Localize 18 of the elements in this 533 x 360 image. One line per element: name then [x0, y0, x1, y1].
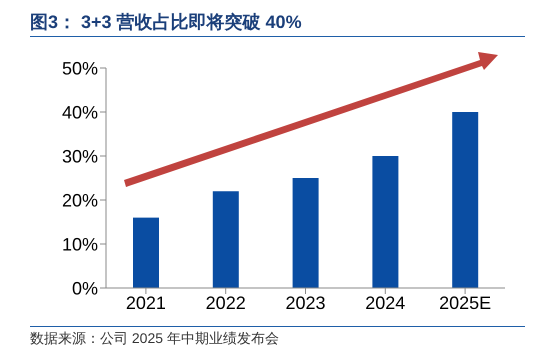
bar [292, 178, 319, 288]
x-tick-label: 2024 [365, 292, 406, 313]
x-tick-label: 2025E [439, 292, 492, 313]
y-tick-label: 0% [72, 278, 98, 298]
x-tick-label: 2021 [126, 292, 166, 313]
bar [133, 218, 159, 288]
bar [452, 112, 478, 288]
x-tick-label: 2023 [285, 292, 326, 313]
x-tick-label: 2022 [206, 292, 246, 313]
y-tick-label: 20% [62, 190, 98, 210]
y-tick-label: 50% [62, 58, 98, 78]
bar [212, 191, 239, 288]
y-tick-label: 30% [62, 146, 98, 166]
y-tick-label: 40% [62, 102, 98, 122]
y-tick-label: 10% [62, 234, 98, 254]
chart-title: 图3： 3+3 营收占比即将突破 40% [30, 11, 302, 34]
bar [372, 156, 398, 288]
source-note: 数据来源：公司 2025 年中期业绩发布会 [30, 330, 279, 348]
